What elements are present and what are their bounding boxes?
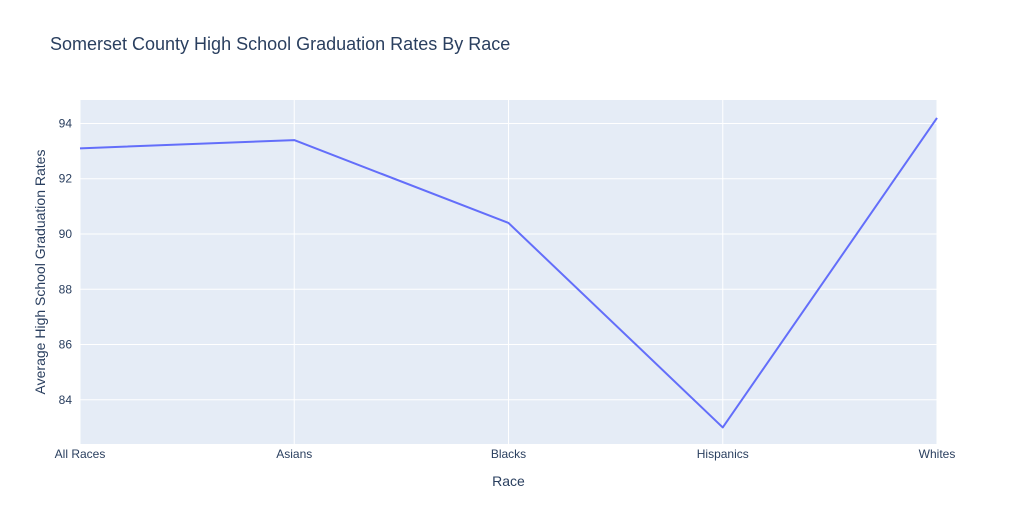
y-tick-label: 92	[59, 172, 73, 186]
x-axis-title: Race	[492, 473, 525, 489]
y-tick-label: 86	[59, 338, 73, 352]
x-tick-label: Hispanics	[697, 447, 749, 461]
x-tick-label: Whites	[919, 447, 956, 461]
y-tick-label: 90	[59, 227, 73, 241]
y-tick-label: 84	[59, 393, 73, 407]
y-axis-ticks: 84 86 88 90 92 94	[59, 116, 73, 406]
x-tick-label: Asians	[276, 447, 312, 461]
series-line	[79, 117, 938, 429]
x-tick-label: All Races	[55, 447, 106, 461]
y-tick-label: 94	[59, 116, 73, 130]
x-axis-ticks: All Races Asians Blacks Hispanics Whites	[55, 447, 956, 461]
x-tick-label: Blacks	[491, 447, 526, 461]
chart-title: Somerset County High School Graduation R…	[50, 34, 510, 54]
series-layer	[79, 117, 938, 429]
grid-lines	[79, 100, 938, 444]
y-tick-label: 88	[59, 282, 73, 296]
y-axis-title: Average High School Graduation Rates	[32, 150, 48, 395]
